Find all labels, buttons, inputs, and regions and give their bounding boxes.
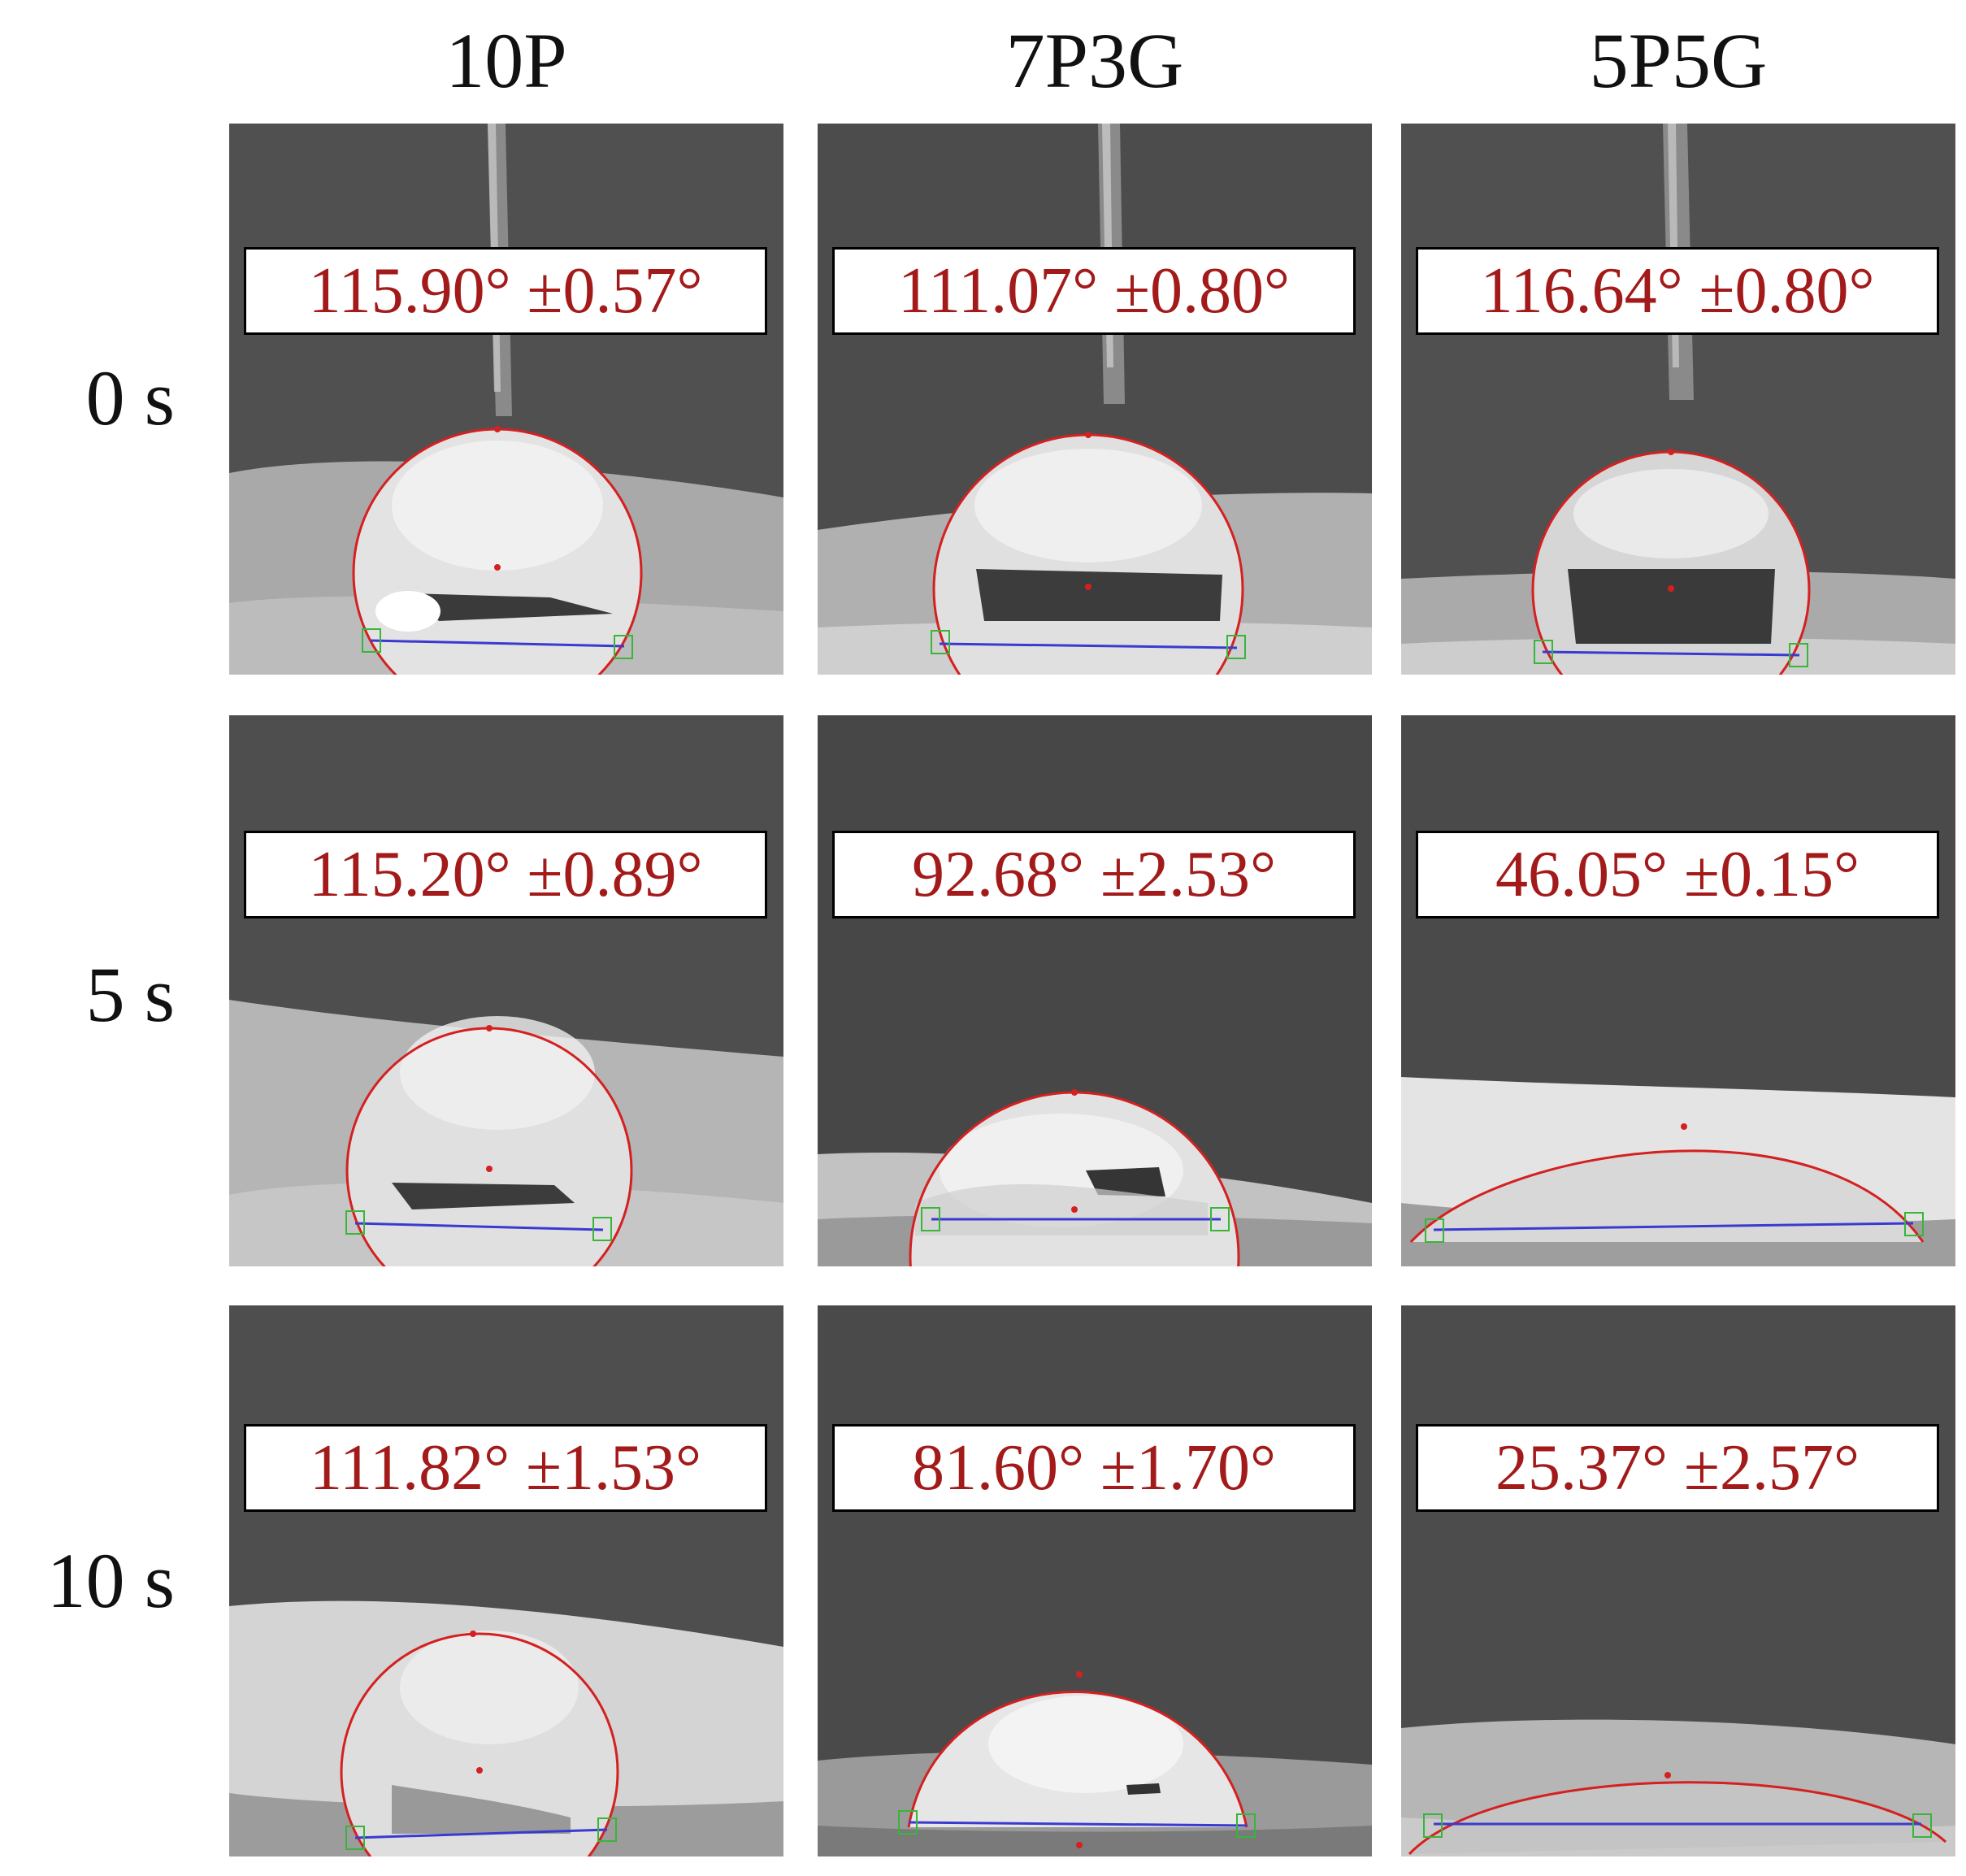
droplet-photo [1401,1305,1955,1856]
row-header-5s: 5 s [85,951,175,1038]
contact-angle-label: 81.60° ±1.70° [832,1424,1356,1512]
contact-angle-label: 111.07° ±0.80° [832,247,1356,335]
droplet-image-5p5g-5s: 46.05° ±0.15° [1401,715,1955,1266]
contact-angle-label: 115.20° ±0.89° [244,831,767,918]
droplet-image-10p-0s: 115.90° ±0.57° [229,124,783,675]
droplet-photo [1401,715,1955,1266]
row-header-0s: 0 s [85,354,175,441]
column-header-5p5g: 5P5G [1589,17,1768,104]
droplet-image-10p-5s: 115.20° ±0.89° [229,715,783,1266]
column-header-10p: 10P [445,17,567,104]
droplet-photo [818,715,1372,1266]
contact-angle-label: 116.64° ±0.80° [1416,247,1939,335]
droplet-image-7p3g-10s: 81.60° ±1.70° [818,1305,1372,1856]
droplet-photo [818,124,1372,675]
droplet-image-7p3g-5s: 92.68° ±2.53° [818,715,1372,1266]
row-header-10s: 10 s [46,1537,175,1624]
contact-angle-label: 25.37° ±2.57° [1416,1424,1939,1512]
droplet-photo [229,124,783,675]
contact-angle-label: 46.05° ±0.15° [1416,831,1939,918]
droplet-image-7p3g-0s: 111.07° ±0.80° [818,124,1372,675]
contact-angle-label: 115.90° ±0.57° [244,247,767,335]
droplet-photo [229,715,783,1266]
column-header-7p3g: 7P3G [1005,17,1184,104]
droplet-image-10p-10s: 111.82° ±1.53° [229,1305,783,1856]
droplet-photo [229,1305,783,1856]
droplet-image-5p5g-0s: 116.64° ±0.80° [1401,124,1955,675]
droplet-image-5p5g-10s: 25.37° ±2.57° [1401,1305,1955,1856]
contact-angle-label: 111.82° ±1.53° [244,1424,767,1512]
droplet-photo [1401,124,1955,675]
droplet-photo [818,1305,1372,1856]
contact-angle-label: 92.68° ±2.53° [832,831,1356,918]
